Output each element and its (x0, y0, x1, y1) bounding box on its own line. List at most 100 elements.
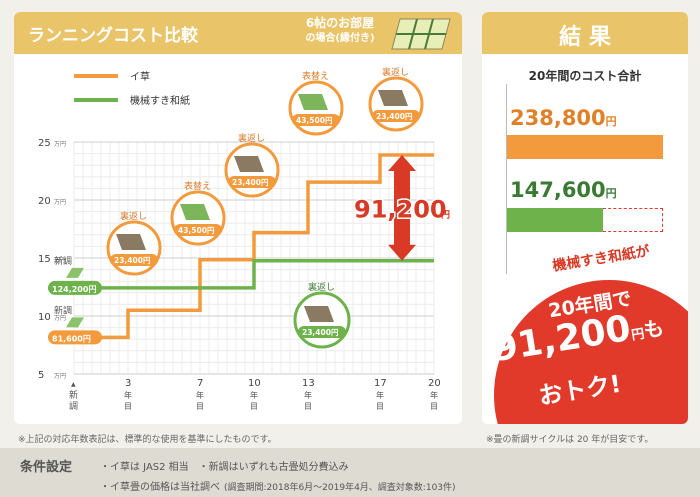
igusa-total-unit: 円 (605, 115, 617, 128)
tatami-icon (391, 18, 451, 50)
x-tick-label: 10 (248, 378, 261, 389)
y-tick-unit: 万円 (54, 373, 66, 380)
event-label: 表替え (184, 180, 211, 192)
chart-header (14, 12, 462, 54)
igusa-bar (507, 135, 663, 159)
y-tick-label: 10 (38, 312, 51, 323)
event-price-pill (174, 224, 222, 236)
y-tick-unit: 万円 (54, 141, 66, 148)
x-tick-label: 新 (69, 389, 78, 401)
new-price-pill (48, 280, 102, 295)
new-price: 124,200円 (52, 285, 96, 294)
note-left: ※上記の対応年数表記は、標準的な使用を基準にしたものです。 (18, 435, 277, 445)
event-label: 裏返し (382, 66, 409, 78)
difference-arrow (388, 154, 416, 261)
event-price-pill (110, 254, 158, 266)
comparison-panel: ランニングコスト比較 6帖のお部屋 の場合(縁付き) 5 万円 10 万円 15 万円 20… (14, 12, 462, 424)
chart-title: ランニングコスト比較 (28, 26, 198, 46)
igusa-total: 238,800円 (510, 106, 617, 130)
y-tick-label: 5 (38, 370, 44, 381)
event-price: 23,400円 (376, 112, 413, 121)
result-subtitle: 20年間のコスト合計 (528, 69, 642, 83)
event-label: 裏返し (308, 281, 335, 293)
note-right: ※畳の新調サイクルは 20 年が目安です。 (486, 435, 654, 445)
tatami-mat-icon (116, 234, 146, 250)
claim-line-1: 機械すき和紙が (551, 243, 651, 275)
new-mat-icon (66, 317, 84, 328)
result-header (482, 12, 688, 54)
room-line-1: 6帖のお部屋 (305, 16, 375, 30)
difference-unit: 円 (441, 209, 450, 220)
x-tick-label: 目 (376, 402, 384, 411)
event-price: 23,400円 (114, 256, 151, 265)
x-tick-label: 目 (430, 402, 438, 411)
x-tick-label: 17 (374, 378, 387, 389)
conditions-line-2a: ・イ草畳の価格は当社調べ (100, 482, 220, 493)
washi-total-unit: 円 (605, 187, 617, 200)
savings-gap-bar (603, 208, 663, 232)
x-tick-label: 7 (197, 378, 203, 389)
event-price: 23,400円 (232, 178, 269, 187)
new-mat-icon (66, 267, 84, 278)
event-price-pill (372, 110, 420, 122)
tatami-mat-icon (298, 94, 328, 110)
x-tick-label: 年 (196, 390, 204, 400)
conditions-footer: 条件設定 ・イ草は JAS2 相当 ・新調はいずれも古畳処分費込み ・イ草畳の価… (0, 448, 700, 497)
event-label: 裏返し (120, 210, 147, 222)
result-axis (506, 84, 507, 274)
x-tick-label: 年 (430, 390, 438, 400)
y-tick-label: 25 (38, 138, 51, 149)
y-tick-label: 15 (38, 254, 51, 265)
new-price: 81,600円 (52, 334, 91, 343)
conditions-line-2: ・イ草畳の価格は当社調べ (調査期間:2018年6月〜2019年4月、調査対象数:… (100, 478, 456, 493)
y-tick-unit: 万円 (54, 315, 66, 322)
event-price-pill (292, 114, 340, 126)
x-tick-marker: ▲ (71, 381, 76, 388)
legend-label: 機械すき和紙 (130, 94, 190, 107)
conditions-line-1: ・イ草は JAS2 相当 ・新調はいずれも古畳処分費込み (100, 462, 349, 473)
washi-bar (507, 208, 604, 232)
tatami-mat-icon (378, 90, 408, 106)
event-label: 表替え (302, 70, 329, 82)
x-tick-label: 13 (302, 378, 315, 389)
event-price: 43,500円 (178, 226, 215, 235)
x-tick-label: 年 (376, 390, 384, 400)
x-tick-label: 年 (124, 390, 132, 400)
event-label: 裏返し (238, 132, 265, 144)
conditions-title: 条件設定 (20, 460, 73, 475)
x-tick-label: 目 (304, 402, 312, 411)
room-condition: 6帖のお部屋 の場合(縁付き) (296, 15, 384, 47)
event-price: 23,400円 (302, 328, 339, 337)
igusa-total-value: 238,800 (510, 106, 606, 130)
x-tick-label: 目 (124, 402, 132, 411)
room-line-2: の場合(縁付き) (305, 33, 375, 44)
tatami-mat-icon (234, 156, 264, 172)
new-label: 新調 (54, 255, 72, 267)
x-tick-label: 目 (196, 402, 204, 411)
tatami-mat-icon (180, 204, 210, 220)
x-tick-label: 3 (125, 378, 131, 389)
legend-label: イ草 (130, 71, 150, 83)
x-tick-label: 調 (69, 400, 78, 412)
series-line-igusa (74, 153, 434, 340)
series-line-washi (74, 259, 434, 290)
washi-total-value: 147,600 (510, 178, 606, 202)
y-tick-unit: 万円 (54, 257, 66, 264)
y-tick-label: 20 (38, 196, 51, 207)
event-price: 43,500円 (296, 116, 333, 125)
claim-amount-mo: も (641, 315, 666, 343)
conditions-line-2b: (調査期間:2018年6月〜2019年4月、調査対象数:103件) (224, 483, 456, 493)
result-panel: 結 果 20年間のコスト合計 238,800円 147,600円 機械すき和紙が… (482, 12, 688, 424)
event-price-pill (298, 326, 346, 338)
tatami-mat-icon (304, 306, 334, 322)
washi-total: 147,600円 (510, 178, 617, 202)
y-tick-unit: 万円 (54, 199, 66, 206)
difference-value: 91,200 (354, 195, 447, 223)
new-price-pill (48, 330, 102, 345)
result-title: 結 果 (559, 25, 611, 50)
new-label: 新調 (54, 304, 72, 316)
x-tick-label: 年 (250, 390, 258, 400)
x-tick-label: 目 (250, 402, 258, 411)
x-tick-label: 20 (428, 378, 441, 389)
